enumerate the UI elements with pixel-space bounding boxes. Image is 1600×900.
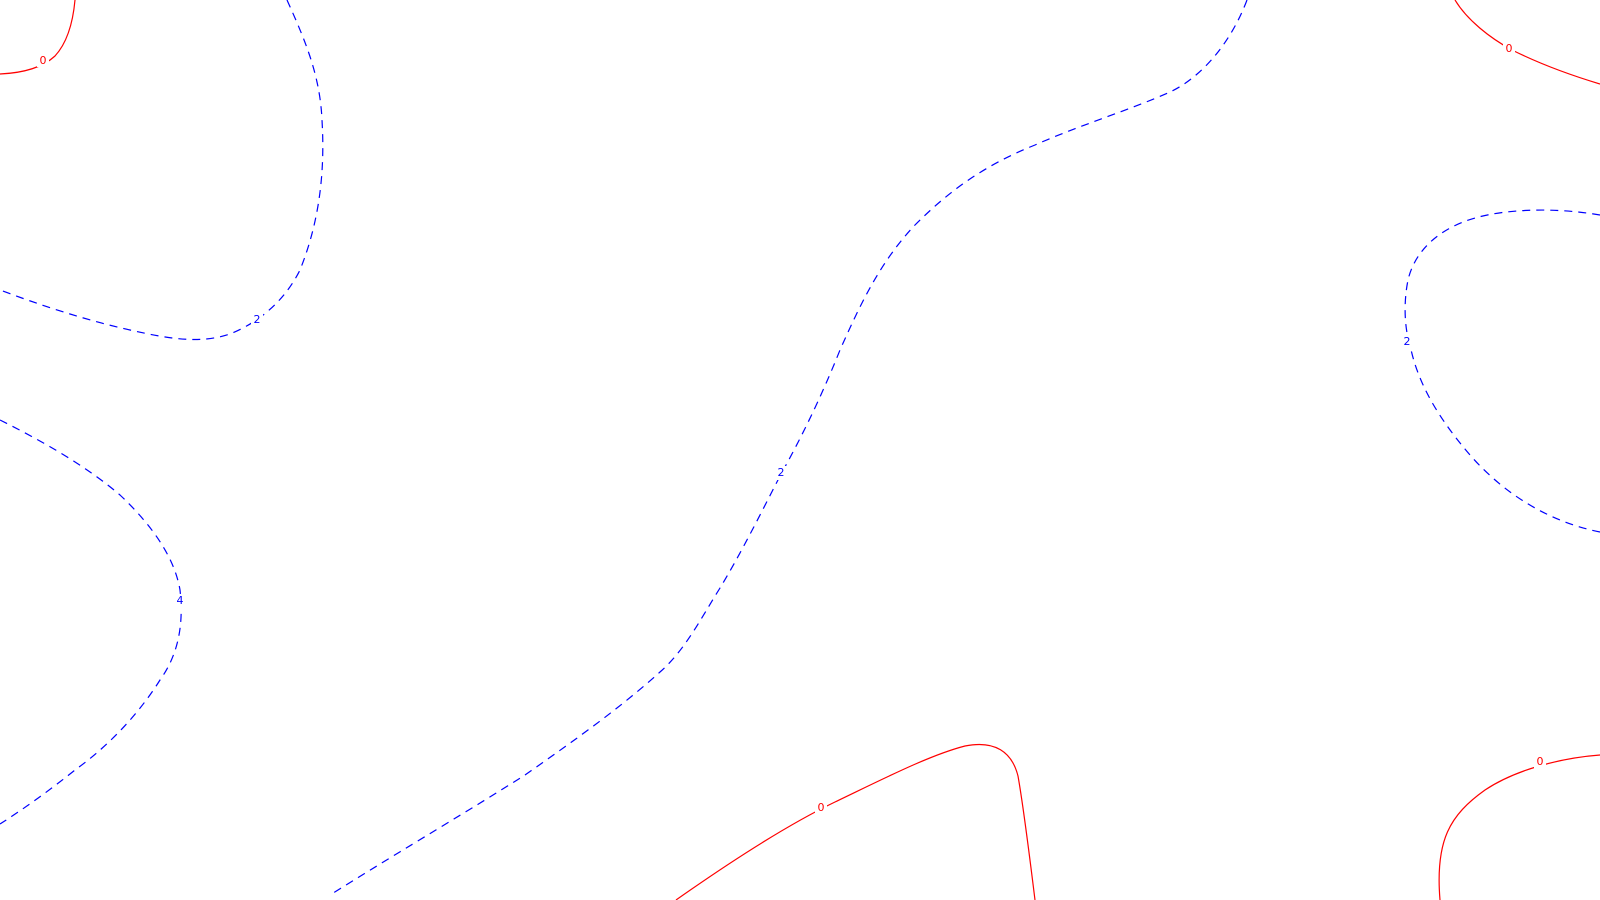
contour-zero-bottom-right [1438, 754, 1600, 900]
label-zero-top-right: 0 [1506, 42, 1513, 55]
label-zero-bottom-center: 0 [818, 801, 825, 814]
label-four-left: 4 [177, 594, 184, 607]
contour-two-center [329, 0, 1248, 896]
contour-two-upper-left [0, 0, 324, 341]
label-two-center: 2 [778, 466, 785, 479]
label-zero-top-left: 0 [40, 54, 47, 67]
contour-zero-bottom-center [675, 744, 1036, 900]
contour-zero-top-right [1454, 0, 1600, 85]
contour-zero-top-left [0, 0, 76, 75]
contour-four-left [0, 419, 182, 825]
label-zero-bottom-right: 0 [1537, 755, 1544, 768]
contour-two-right [1404, 209, 1600, 533]
label-two-upper-left: 2 [254, 313, 261, 326]
label-two-right: 2 [1404, 335, 1411, 348]
